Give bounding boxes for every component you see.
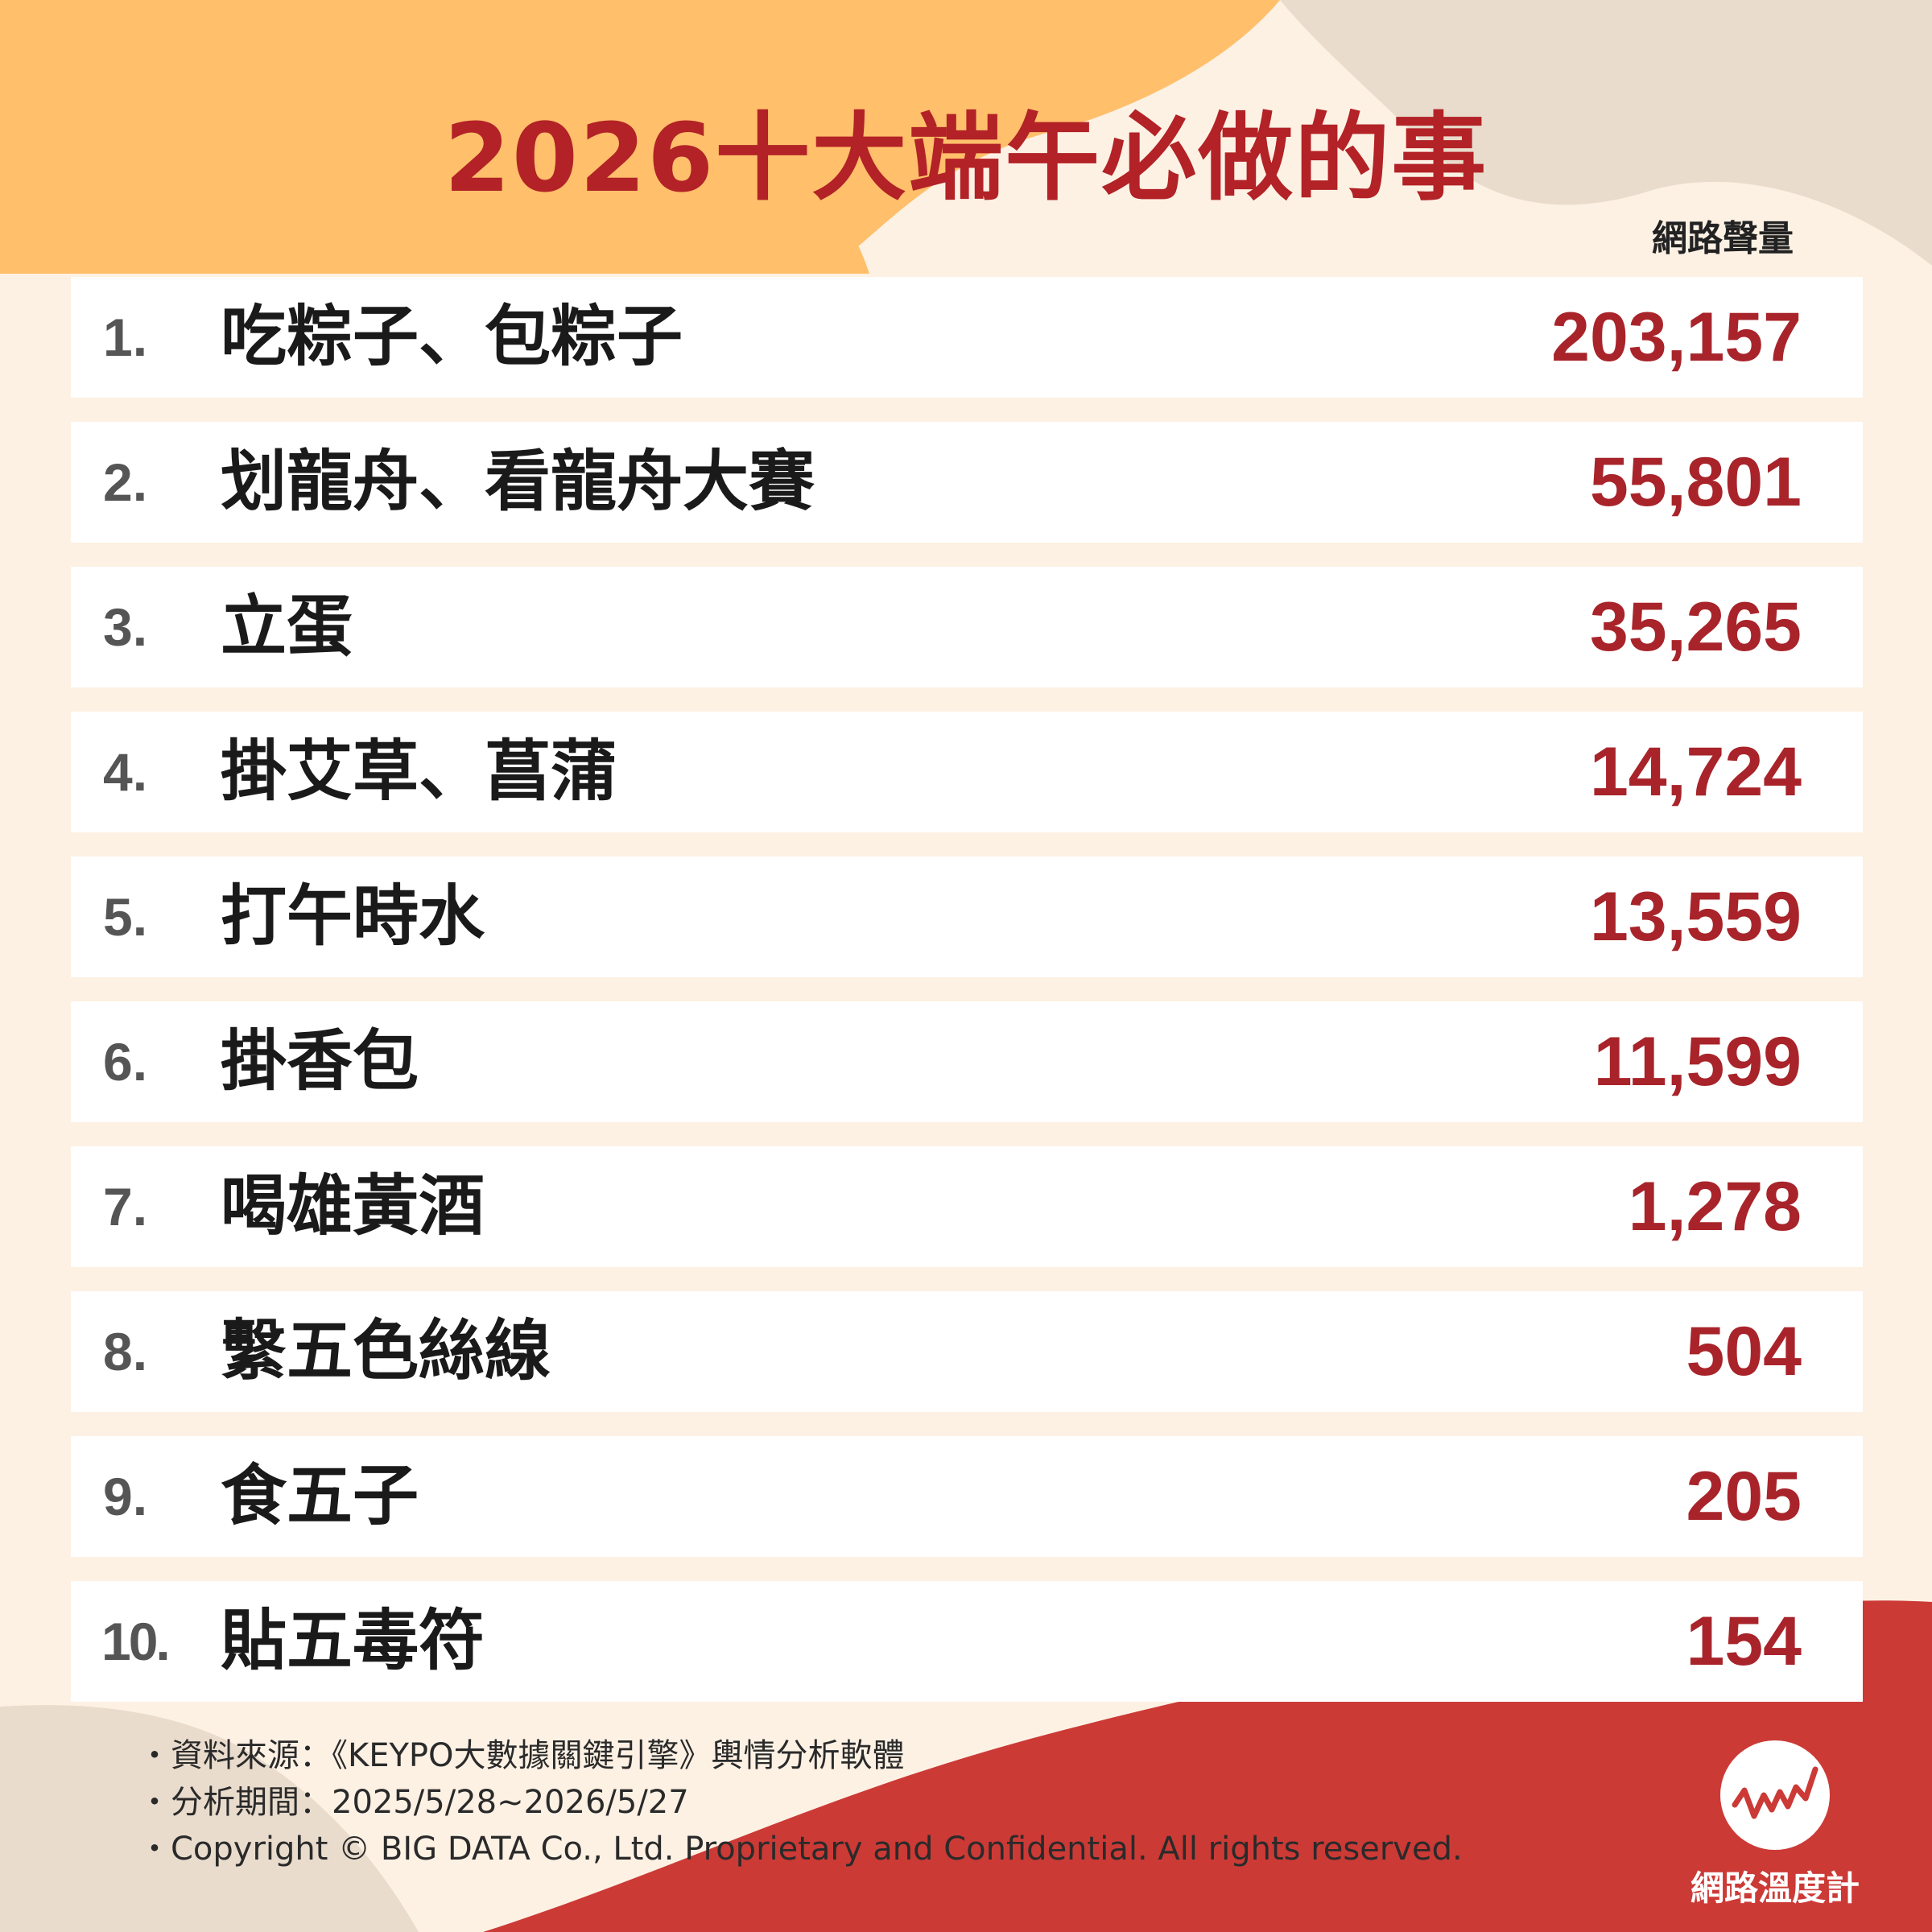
brand-logo-block: 網路溫度計 xyxy=(1690,1739,1860,1910)
item-label: 打午時水 xyxy=(221,878,485,955)
rank-number: 8. xyxy=(103,1322,148,1381)
beige-blob-bottom-shape xyxy=(0,1705,419,1932)
volume-value: 13,559 xyxy=(1589,878,1802,956)
brand-name: 網路溫度計 xyxy=(1690,1868,1860,1908)
beige-blob-top-shape xyxy=(1280,0,1932,266)
ranking-table: 1. 吃粽子、包粽子 203,157 2. 划龍舟、看龍舟大賽 55,801 3… xyxy=(71,277,1863,1726)
bullet-glyph: ・ xyxy=(138,1784,171,1821)
rank-number: 7. xyxy=(103,1177,148,1236)
rank-number: 5. xyxy=(103,887,148,947)
page-title: 2026十大端午必做的事 xyxy=(444,102,1488,213)
volume-value: 11,599 xyxy=(1593,1023,1802,1100)
table-row: 7. 喝雄黃酒 1,278 xyxy=(71,1146,1863,1267)
volume-value: 14,724 xyxy=(1589,733,1802,811)
item-label: 貼五毒符 xyxy=(221,1603,485,1679)
rank-number: 6. xyxy=(103,1032,148,1092)
item-label: 繫五色絲線 xyxy=(221,1313,551,1389)
table-row: 10. 貼五毒符 154 xyxy=(71,1581,1863,1702)
pulse-line-logo-icon xyxy=(1720,1740,1830,1850)
table-row: 9. 食五子 205 xyxy=(71,1436,1863,1557)
rank-number: 10. xyxy=(101,1612,171,1671)
period-note: ・分析期間：2025/5/28~2026/5/27 xyxy=(138,1779,1463,1826)
source-note: ・資料來源：《KEYPO大數據關鍵引擎》輿情分析軟體 xyxy=(138,1732,1463,1779)
item-label: 掛香包 xyxy=(221,1023,419,1100)
orange-blob-shape xyxy=(0,0,1280,274)
table-row: 6. 掛香包 11,599 xyxy=(71,1001,1863,1122)
item-label: 喝雄黃酒 xyxy=(221,1168,485,1245)
table-row: 8. 繫五色絲線 504 xyxy=(71,1291,1863,1412)
rank-number: 1. xyxy=(103,308,148,367)
rank-number: 4. xyxy=(103,742,148,802)
period-text: 分析期間：2025/5/28~2026/5/27 xyxy=(171,1784,689,1821)
volume-value: 205 xyxy=(1686,1458,1802,1535)
rank-number: 2. xyxy=(103,452,148,512)
rank-number: 9. xyxy=(103,1467,148,1526)
volume-value: 55,801 xyxy=(1589,444,1802,521)
copyright-note: ・Copyright © BIG DATA Co., Ltd. Propriet… xyxy=(138,1831,1463,1868)
table-row: 4. 掛艾草、菖蒲 14,724 xyxy=(71,712,1863,832)
volume-value: 154 xyxy=(1686,1603,1802,1680)
table-row: 2. 划龍舟、看龍舟大賽 55,801 xyxy=(71,422,1863,543)
bullet-glyph: ・ xyxy=(138,1737,171,1774)
table-row: 1. 吃粽子、包粽子 203,157 xyxy=(71,277,1863,398)
volume-value: 1,278 xyxy=(1628,1168,1802,1245)
volume-value: 35,265 xyxy=(1589,588,1802,666)
item-label: 立蛋 xyxy=(221,588,353,665)
footer-notes: ・資料來源：《KEYPO大數據關鍵引擎》輿情分析軟體 ・分析期間：2025/5/… xyxy=(138,1732,1463,1872)
source-text: 資料來源：《KEYPO大數據關鍵引擎》輿情分析軟體 xyxy=(171,1737,905,1774)
item-label: 划龍舟、看龍舟大賽 xyxy=(221,444,815,520)
item-label: 吃粽子、包粽子 xyxy=(221,299,683,375)
volume-value: 504 xyxy=(1686,1313,1802,1390)
item-label: 食五子 xyxy=(221,1458,419,1534)
value-column-header: 網路聲量 xyxy=(1652,218,1794,259)
volume-value: 203,157 xyxy=(1551,299,1802,376)
orange-bump-shape xyxy=(773,209,869,274)
item-label: 掛艾草、菖蒲 xyxy=(221,733,617,810)
table-row: 5. 打午時水 13,559 xyxy=(71,857,1863,977)
table-row: 3. 立蛋 35,265 xyxy=(71,567,1863,687)
rank-number: 3. xyxy=(103,597,148,657)
